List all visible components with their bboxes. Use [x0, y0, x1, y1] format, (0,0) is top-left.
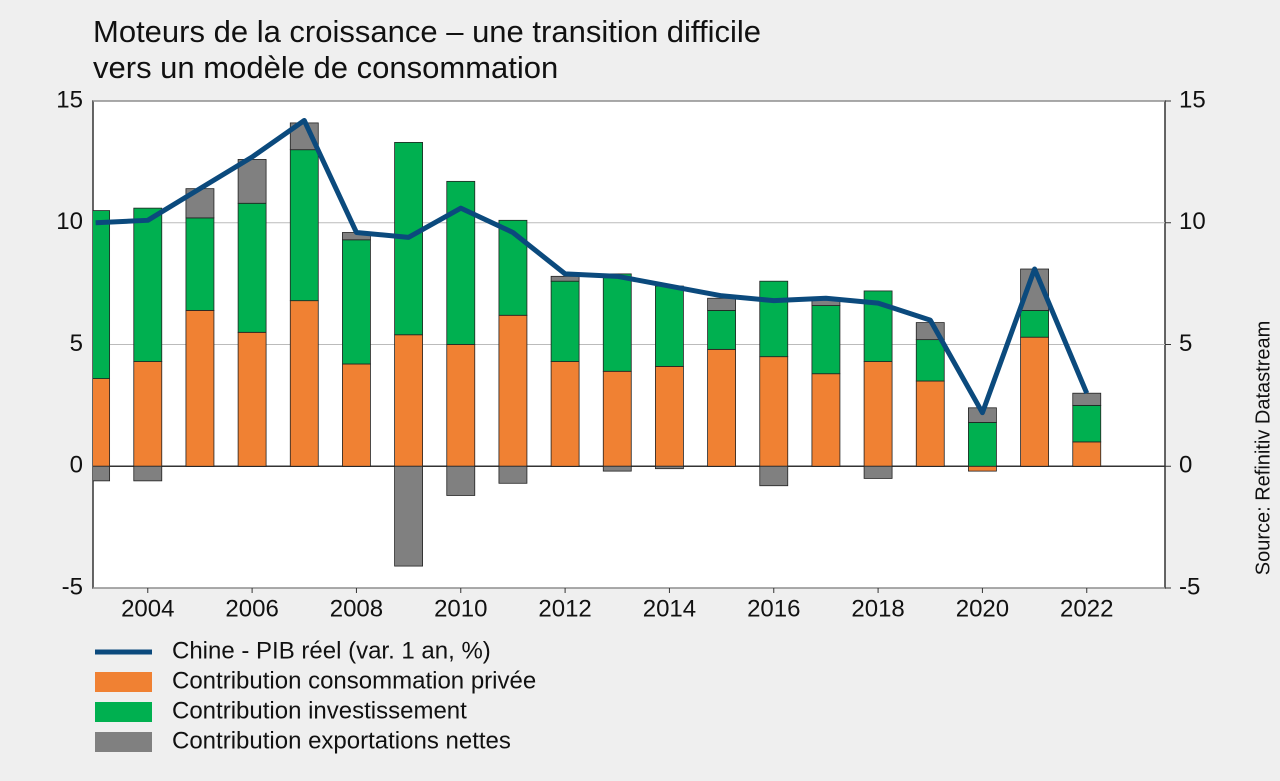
bar-segment [915, 339, 945, 382]
legend-swatch [95, 732, 152, 752]
bar-segment [863, 465, 893, 479]
bar-segment [759, 465, 789, 487]
bar-segment [185, 310, 215, 467]
legend-label: Contribution consommation privée [172, 667, 536, 694]
legend-label: Contribution exportations nettes [172, 727, 511, 754]
bar-segment [707, 297, 736, 311]
bar-segment [498, 314, 528, 467]
x-tick-label: 2004 [121, 595, 174, 622]
legend-label: Contribution investissement [172, 697, 467, 724]
chart-title: Moteurs de la croissance – une transitio… [93, 14, 761, 49]
bar-segment [759, 356, 789, 467]
bar-segment [1072, 404, 1102, 443]
bar-segment [602, 370, 632, 467]
bar-segment [811, 305, 841, 375]
bar-segment [550, 361, 580, 467]
bar-segment [133, 465, 163, 482]
bar-segment [968, 465, 997, 472]
bar-segment [550, 280, 580, 362]
bar-segment [93, 210, 111, 379]
bar-segment [237, 159, 267, 204]
y-tick-label: -5 [62, 573, 83, 600]
x-tick-label: 2010 [434, 595, 487, 622]
x-tick-label: 2020 [956, 595, 1009, 622]
bar-segment [655, 366, 684, 467]
plot [93, 117, 1102, 567]
y-tick-label: 5 [70, 330, 83, 357]
line-series [95, 117, 1090, 416]
bar-segment [655, 465, 684, 470]
bar-segment [93, 465, 111, 482]
bar-segment [289, 149, 319, 302]
bar-segment [707, 348, 736, 467]
legend-swatch [95, 702, 152, 722]
bar-segment [394, 465, 424, 567]
bar-segment [446, 344, 476, 467]
x-tick-label: 2006 [225, 595, 278, 622]
bar-segment [342, 239, 371, 365]
bar-segment [550, 275, 580, 282]
bar-segment [133, 361, 163, 467]
bar-segment [602, 273, 632, 372]
x-tick-label: 2008 [330, 595, 383, 622]
bar-segment [759, 280, 789, 358]
bar-segment [1020, 336, 1049, 467]
bar-segment [93, 378, 111, 467]
y-tick-label: 10 [56, 208, 83, 235]
legend-label: Chine - PIB réel (var. 1 an, %) [172, 637, 491, 664]
bar-segment [968, 422, 997, 467]
y2-tick-label: -5 [1179, 573, 1200, 600]
y-tick-label: 0 [70, 452, 83, 479]
x-tick-label: 2022 [1060, 595, 1113, 622]
bar-segment [655, 285, 684, 367]
x-tick-label: 2018 [851, 595, 904, 622]
bar-segment [237, 331, 267, 467]
x-tick-label: 2012 [538, 595, 591, 622]
bar-segment [237, 202, 267, 333]
bar-segment [602, 465, 632, 472]
bar-segment [498, 219, 528, 316]
bar-segment [289, 300, 319, 467]
bar-segment [133, 207, 163, 362]
legend-swatch [95, 672, 152, 692]
y2-tick-label: 15 [1179, 86, 1206, 113]
y2-tick-label: 5 [1179, 330, 1192, 357]
source-note: Source: Refinitiv Datastream [1252, 321, 1274, 576]
y2-tick-label: 10 [1179, 208, 1206, 235]
bar-segment [394, 334, 424, 467]
bar-segment [446, 465, 476, 496]
bar-segment [498, 465, 528, 484]
chart-title: vers un modèle de consommation [93, 50, 558, 85]
bar-segment [1072, 441, 1102, 467]
y-tick-label: 15 [56, 86, 83, 113]
bar-segment [1072, 392, 1102, 406]
x-tick-label: 2014 [643, 595, 696, 622]
bar-segment [915, 380, 945, 467]
x-tick-label: 2016 [747, 595, 800, 622]
bar-segment [1020, 310, 1049, 338]
bar-segment [811, 373, 841, 467]
bar-segment [707, 310, 736, 350]
y2-tick-label: 0 [1179, 452, 1192, 479]
bar-segment [342, 363, 371, 467]
bar-segment [185, 217, 215, 311]
bar-segment [863, 361, 893, 467]
